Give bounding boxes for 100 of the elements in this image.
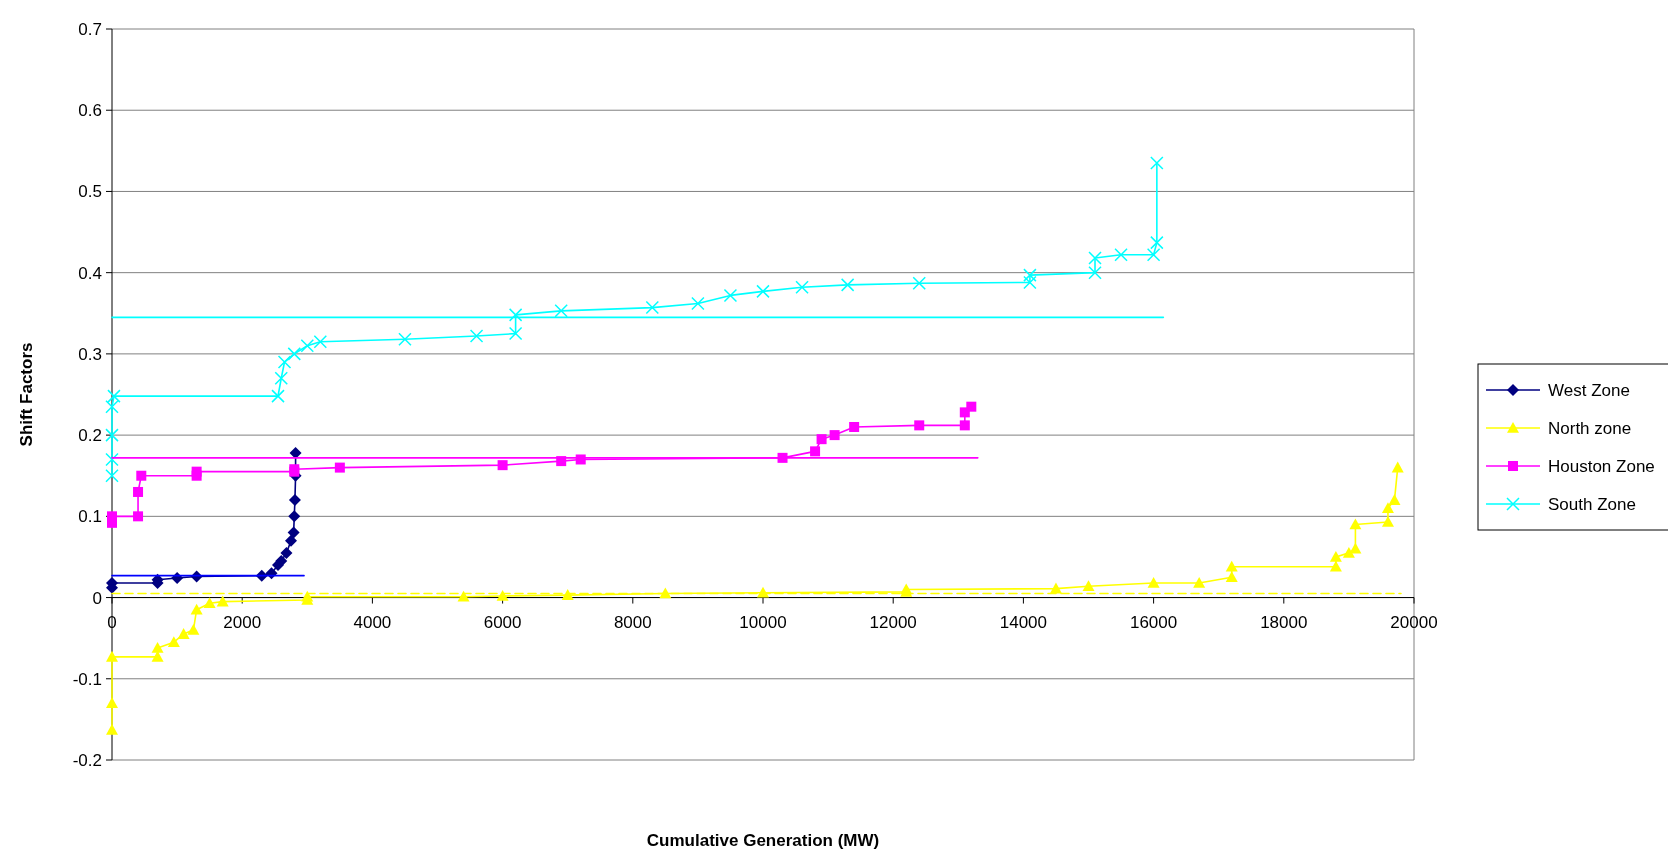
point xyxy=(457,590,470,602)
x-tick-label: 12000 xyxy=(869,612,917,632)
point xyxy=(398,332,412,347)
point xyxy=(107,389,121,403)
point xyxy=(105,428,119,442)
point xyxy=(849,421,860,432)
point xyxy=(1023,268,1037,282)
point xyxy=(151,641,164,653)
point xyxy=(959,420,970,431)
y-tick-label: 0.5 xyxy=(78,182,102,202)
point xyxy=(288,510,301,523)
y-tick-label: 0.3 xyxy=(78,344,102,364)
x-tick-label: 2000 xyxy=(223,612,262,632)
point xyxy=(167,636,180,648)
point xyxy=(840,278,855,292)
point xyxy=(277,355,292,369)
x-axis-title: Cumulative Generation (MW) xyxy=(646,831,880,850)
legend-label: North zone xyxy=(1548,418,1632,438)
point xyxy=(274,371,289,386)
point xyxy=(334,462,345,473)
y-tick-label: 0.4 xyxy=(78,263,102,283)
point xyxy=(508,308,523,322)
point xyxy=(106,697,118,708)
point xyxy=(912,276,926,290)
point xyxy=(1225,560,1238,572)
point xyxy=(171,572,184,585)
y-tick-label: 0.6 xyxy=(78,101,102,121)
point xyxy=(756,284,770,299)
y-tick-label: 0.2 xyxy=(78,426,102,446)
point xyxy=(1023,275,1037,290)
y-tick-label: 0.7 xyxy=(78,19,102,39)
point xyxy=(106,723,118,735)
point xyxy=(203,597,216,609)
point xyxy=(300,339,315,353)
point xyxy=(1150,235,1164,250)
point xyxy=(795,280,809,295)
point xyxy=(1088,265,1102,280)
y-tick-label: 0.1 xyxy=(78,507,102,527)
x-tick-label: 16000 xyxy=(1129,612,1178,632)
point xyxy=(816,434,827,445)
x-tick-label: 14000 xyxy=(999,612,1048,632)
point xyxy=(265,567,278,580)
y-tick-label: -0.1 xyxy=(72,669,102,689)
y-tick-label: -0.2 xyxy=(72,750,102,770)
legend-label: Houston Zone xyxy=(1548,456,1655,476)
point xyxy=(691,296,705,311)
point xyxy=(271,389,285,403)
point xyxy=(810,446,821,457)
point xyxy=(106,650,118,662)
point xyxy=(105,452,119,467)
point xyxy=(1088,251,1102,265)
point xyxy=(288,494,301,507)
point xyxy=(287,347,302,361)
point xyxy=(190,603,203,615)
point xyxy=(469,329,484,343)
point xyxy=(645,300,660,315)
point xyxy=(1114,248,1128,262)
x-tick-label: 18000 xyxy=(1260,612,1308,632)
point xyxy=(508,326,523,341)
point xyxy=(1329,550,1342,562)
point xyxy=(1082,580,1095,591)
point xyxy=(1150,156,1164,170)
y-axis-title: Shift Factors xyxy=(17,342,36,447)
point xyxy=(723,288,738,303)
x-tick-label: 0 xyxy=(107,612,117,632)
y-tick-label: 0 xyxy=(92,588,102,608)
point xyxy=(216,595,229,607)
point xyxy=(561,589,574,600)
point xyxy=(1381,516,1394,527)
point xyxy=(287,526,300,539)
x-tick-label: 20000 xyxy=(1390,612,1438,632)
point xyxy=(187,624,200,635)
point xyxy=(1049,582,1062,594)
x-tick-label: 8000 xyxy=(613,612,652,632)
point xyxy=(177,628,190,639)
point xyxy=(285,534,298,547)
point xyxy=(1381,502,1394,514)
point xyxy=(136,470,147,481)
point xyxy=(133,486,144,497)
point xyxy=(313,334,328,349)
point xyxy=(191,466,202,477)
point xyxy=(966,401,977,412)
point xyxy=(1388,494,1401,505)
x-tick-label: 6000 xyxy=(483,612,522,632)
legend-label: South Zone xyxy=(1548,494,1636,514)
point xyxy=(1193,576,1206,588)
point xyxy=(496,589,509,601)
point xyxy=(289,446,302,459)
point xyxy=(914,420,925,431)
point xyxy=(1147,576,1160,588)
point xyxy=(1225,571,1238,583)
point xyxy=(1391,461,1404,473)
point xyxy=(105,468,119,483)
point xyxy=(1342,546,1355,558)
point xyxy=(829,430,840,441)
point xyxy=(554,304,568,318)
point xyxy=(1146,248,1161,262)
point xyxy=(133,511,144,522)
x-tick-label: 10000 xyxy=(739,612,787,632)
point xyxy=(280,546,293,559)
